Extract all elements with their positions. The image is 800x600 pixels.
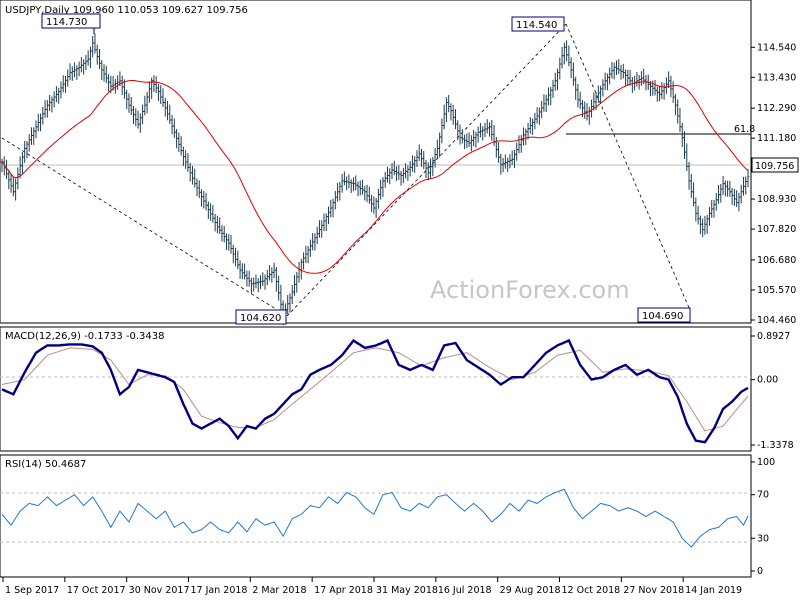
trend-line-1 — [1, 137, 288, 317]
rsi-tick-label: 0 — [757, 566, 763, 577]
x-tick-label: 14 Jan 2019 — [685, 585, 742, 596]
rsi-line — [1, 488, 749, 548]
svg-text:104.690: 104.690 — [642, 311, 683, 322]
x-axis: 1 Sep 2017 17 Oct 2017 30 Nov 2017 17 Jan 2… — [2, 577, 742, 596]
price-bars — [0, 33, 750, 326]
price-tick-label: 113.430 — [757, 72, 796, 83]
label-peak-114540: 114.540 — [511, 16, 565, 32]
x-tick-label: 30 Nov 2017 — [129, 585, 190, 596]
macd-tick-label: 0.00 — [757, 375, 778, 386]
macd-line — [1, 338, 749, 444]
price-tick-label: 114.540 — [757, 42, 796, 53]
rsi-tick-label: 100 — [757, 457, 775, 468]
ohlc-bar — [746, 169, 750, 188]
x-tick-label: 29 Aug 2018 — [500, 585, 561, 596]
x-tick-label: 17 Apr 2018 — [314, 585, 373, 596]
label-peak-114730: 114.730 — [41, 13, 101, 34]
moving-average-line — [1, 80, 749, 274]
macd-tick-label: -1.3378 — [757, 440, 794, 451]
price-panel — [0, 0, 752, 324]
rsi-panel-title: RSI(14) 50.4687 — [5, 459, 86, 470]
rsi-y-axis: 100 70 30 0 — [751, 457, 775, 577]
x-tick-label: 16 Jul 2018 — [438, 585, 492, 596]
fib-618-label: 61.8 — [734, 124, 755, 135]
svg-text:109.756: 109.756 — [755, 161, 794, 172]
x-tick-label: 2 Mar 2018 — [252, 585, 306, 596]
price-tick-label: 107.820 — [757, 224, 796, 235]
rsi-panel — [0, 454, 752, 578]
macd-y-axis: 0.8927 0.00 -1.3378 — [751, 331, 794, 451]
macd-signal-line — [1, 347, 749, 432]
x-tick-label: 12 Oct 2018 — [562, 585, 621, 596]
price-tick-label: 105.570 — [757, 285, 796, 296]
label-trough-104690: 104.690 — [637, 307, 691, 323]
price-tick-label: 111.180 — [757, 133, 796, 144]
macd-tick-label: 0.8927 — [757, 331, 790, 342]
svg-text:114.730: 114.730 — [46, 17, 87, 28]
price-panel-title: USDJPY,Daily 109.960 110.053 109.627 109… — [5, 5, 248, 16]
svg-text:104.620: 104.620 — [240, 313, 281, 324]
x-tick-label: 1 Sep 2017 — [5, 585, 59, 596]
svg-text:114.540: 114.540 — [516, 20, 557, 31]
price-y-axis: 114.540113.430112.290111.180110.070108.9… — [751, 42, 796, 326]
price-tick-label: 106.680 — [757, 255, 796, 266]
price-tick-label: 104.460 — [757, 315, 796, 326]
rsi-tick-label: 70 — [757, 490, 769, 501]
last-price-marker: 109.756 — [751, 157, 799, 173]
rsi-tick-label: 30 — [757, 533, 769, 544]
x-tick-label: 31 May 2018 — [376, 585, 438, 596]
x-tick-label: 17 Jan 2018 — [191, 585, 248, 596]
x-tick-label: 17 Oct 2017 — [67, 585, 126, 596]
x-tick-label: 27 Nov 2018 — [623, 585, 684, 596]
price-tick-label: 112.290 — [757, 103, 796, 114]
price-tick-label: 108.930 — [757, 194, 796, 205]
trend-line-3 — [565, 23, 691, 311]
macd-panel-title: MACD(12,26,9) -0.1733 -0.3438 — [5, 331, 165, 342]
watermark: ActionForex.com — [430, 276, 630, 304]
trend-line-2 — [286, 23, 567, 317]
label-trough-104620: 104.620 — [235, 309, 287, 325]
